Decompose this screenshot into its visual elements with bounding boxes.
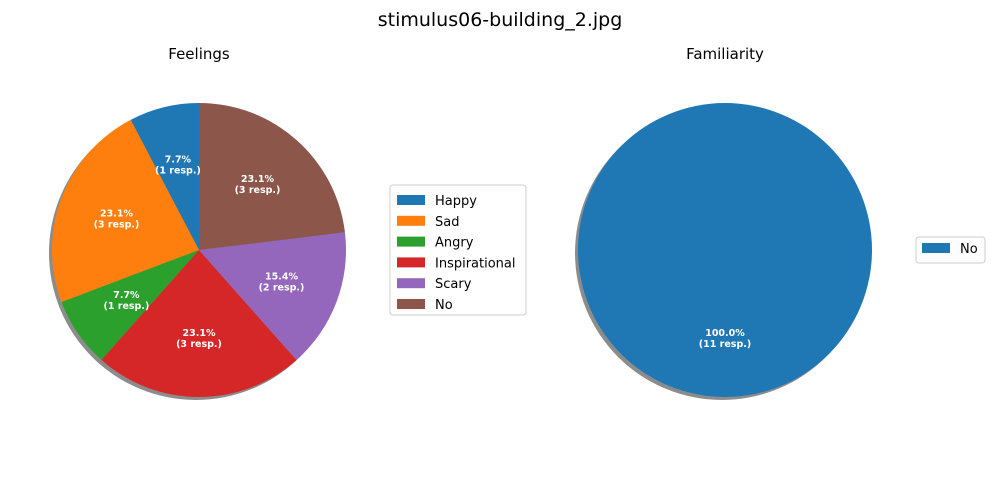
feelings-label-no-percent: 23.1% (241, 174, 274, 185)
feelings-legend-swatch-happy (397, 195, 425, 205)
feelings-chart-title: Feelings (168, 45, 230, 63)
feelings-label-inspirational-responses: (3 resp.) (176, 339, 222, 350)
feelings-legend-swatch-scary (397, 278, 425, 289)
feelings-label-angry-percent: 7.7% (113, 290, 140, 301)
feelings-label-happy-percent: 7.7% (165, 154, 192, 165)
feelings-legend-label-inspirational: Inspirational (435, 256, 516, 271)
feelings-slice-scary (199, 232, 347, 361)
familiarity-legend-entries: No (922, 242, 978, 257)
feelings-slice-happy (130, 103, 199, 250)
feelings-pie-labels: 7.7%(1 resp.)23.1%(3 resp.)7.7%(1 resp.)… (94, 154, 305, 350)
familiarity-pie (578, 103, 872, 397)
feelings-legend: Happy Sad Angry Inspirational Scary No (389, 184, 527, 316)
feelings-label-inspirational-percent: 23.1% (183, 328, 216, 339)
feelings-legend-label-happy: Happy (435, 194, 477, 209)
feelings-legend-swatch-angry (397, 236, 425, 247)
familiarity-legend-swatch-no (922, 243, 950, 253)
familiarity-chart-title: Familiarity (686, 45, 764, 63)
feelings-label-sad-percent: 23.1% (100, 209, 133, 220)
feelings-label-scary-responses: (2 resp.) (259, 282, 305, 293)
feelings-legend-label-sad: Sad (435, 215, 459, 230)
familiarity-legend: No (915, 236, 986, 264)
familiarity-label-no-responses: (11 resp.) (699, 339, 751, 350)
feelings-label-scary-percent: 15.4% (265, 271, 298, 282)
familiarity-slice-no (578, 103, 872, 397)
feelings-slice-inspirational (101, 250, 297, 397)
familiarity-chart: Familiarity 100.0%(11 resp.) No (575, 45, 986, 400)
feelings-slice-no (199, 103, 345, 250)
figure-title: stimulus06-building_2.jpg (378, 9, 623, 31)
feelings-label-no-responses: (3 resp.) (235, 185, 281, 196)
feelings-label-happy-responses: (1 resp.) (155, 165, 201, 176)
familiarity-label-no-percent: 100.0% (705, 328, 745, 339)
feelings-label-angry-responses: (1 resp.) (104, 301, 150, 312)
feelings-legend-label-angry: Angry (435, 236, 474, 251)
feelings-slice-angry (61, 250, 199, 361)
familiarity-legend-label-no: No (960, 242, 978, 257)
feelings-legend-entries: Happy Sad Angry Inspirational Scary No (397, 194, 516, 313)
feelings-legend-swatch-sad (397, 215, 425, 226)
feelings-slice-sad (51, 119, 199, 303)
feelings-chart: Feelings 7.7%(1 resp.)23.1%(3 resp.)7.7%… (49, 45, 527, 400)
feelings-label-sad-responses: (3 resp.) (94, 220, 140, 231)
feelings-legend-swatch-inspirational (397, 257, 425, 268)
feelings-legend-label-no: No (435, 298, 453, 313)
feelings-pie (51, 103, 347, 397)
feelings-legend-swatch-no (397, 299, 425, 309)
familiarity-pie-labels: 100.0%(11 resp.) (699, 328, 751, 350)
feelings-legend-label-scary: Scary (435, 277, 472, 292)
